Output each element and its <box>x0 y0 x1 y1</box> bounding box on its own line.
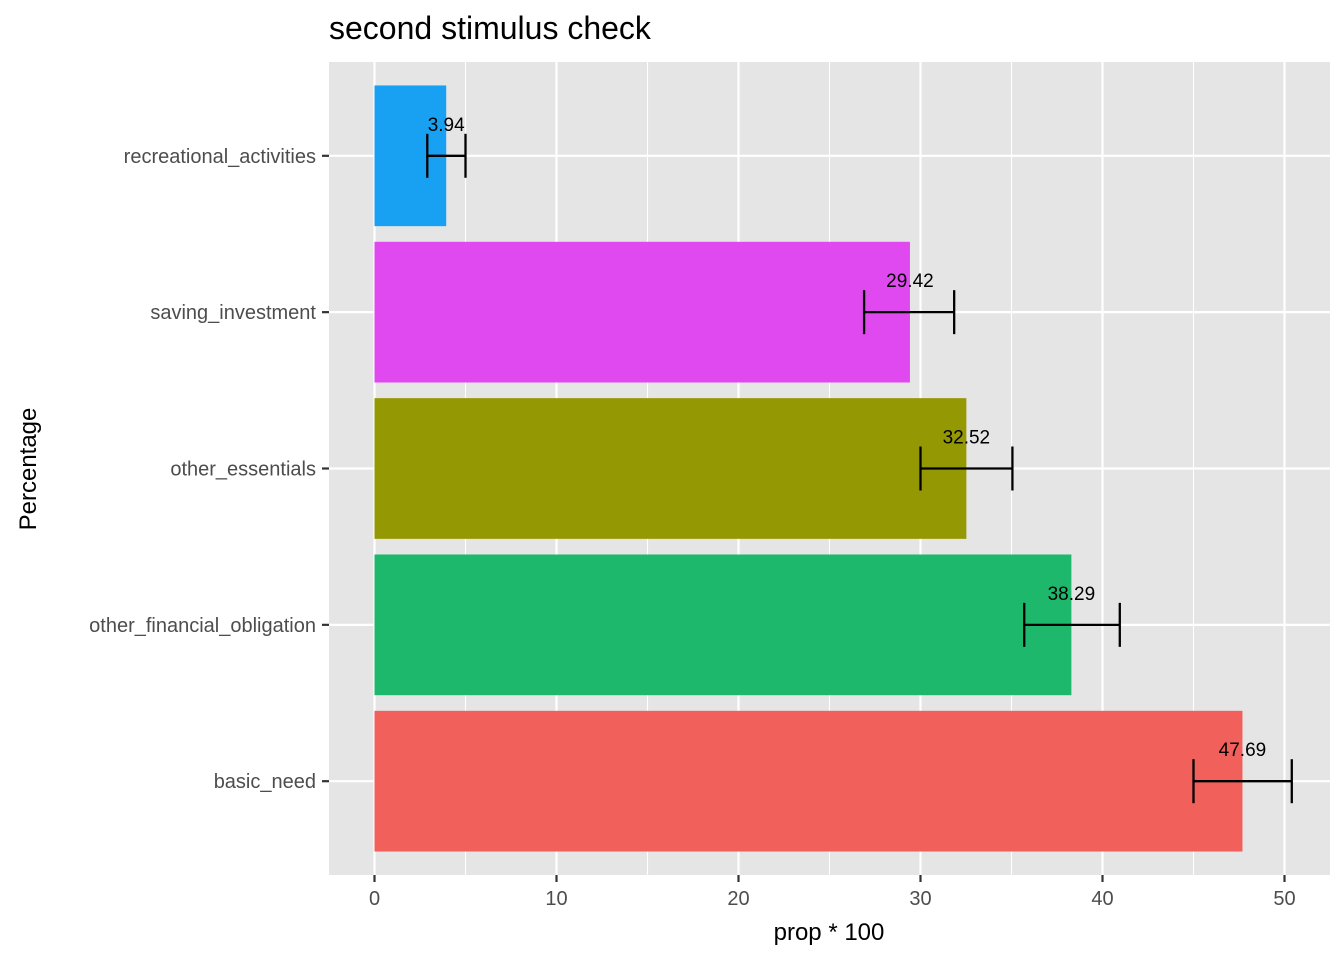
y-axis-title: Percentage <box>15 408 42 531</box>
x-axis-title: prop * 100 <box>774 919 885 946</box>
bars <box>374 85 1243 852</box>
y-tick-label: other_essentials <box>170 459 316 481</box>
data-label: 32.52 <box>943 428 991 449</box>
data-label: 47.69 <box>1219 740 1267 761</box>
data-label: 38.29 <box>1048 584 1096 605</box>
x-tick-label: 30 <box>909 888 931 910</box>
x-tick-label: 50 <box>1273 888 1295 910</box>
error-bars <box>426 133 1293 804</box>
bar <box>374 710 1243 852</box>
data-label: 3.94 <box>428 115 465 136</box>
x-tick-label: 40 <box>1091 888 1113 910</box>
x-tick-label: 0 <box>369 888 380 910</box>
bar <box>374 398 967 539</box>
x-tick-label: 10 <box>545 888 567 910</box>
data-label: 29.42 <box>886 271 934 292</box>
x-tick-label: 20 <box>727 888 749 910</box>
bar <box>374 241 910 383</box>
data-labels: 47.69 38.29 32.52 29.42 3.94 <box>428 115 1267 761</box>
y-tick-label: recreational_activities <box>124 146 316 168</box>
chart-title: second stimulus check <box>329 10 652 46</box>
y-tick-label: other_financial_obligation <box>89 615 316 637</box>
y-tick-label: saving_investment <box>150 302 316 324</box>
bar <box>374 554 1072 696</box>
y-tick-label: basic_need <box>214 771 316 793</box>
axes: basic_need other_financial_obligation othe… <box>89 146 1295 910</box>
